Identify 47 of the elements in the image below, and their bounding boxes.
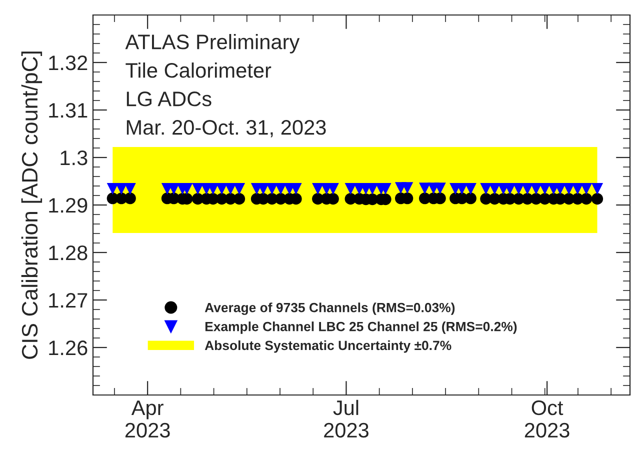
legend-label: Average of 9735 Channels (RMS=0.03%) xyxy=(204,302,455,315)
point xyxy=(480,183,492,195)
point xyxy=(402,182,414,194)
point xyxy=(512,183,524,195)
point xyxy=(488,183,500,195)
legend-label: Absolute Systematic Uncertainty ±0.7% xyxy=(204,340,452,353)
point xyxy=(418,182,431,194)
y-tick-label: 1.29 xyxy=(49,198,88,213)
point xyxy=(344,183,356,195)
point xyxy=(580,183,592,195)
x-tick-label: Oct 2023 xyxy=(524,400,570,438)
y-tick-label: 1.27 xyxy=(49,293,88,308)
point xyxy=(312,183,324,195)
point xyxy=(124,192,136,204)
point xyxy=(233,183,246,195)
legend-label: Example Channel LBC 25 Channel 25 (RMS=0.2%) xyxy=(205,322,517,334)
y-tick-label: 1.28 xyxy=(49,246,88,260)
point xyxy=(572,183,584,195)
y-tick-label: 1.26 xyxy=(49,340,88,356)
y-tick-label: 1.31 xyxy=(49,103,88,118)
point xyxy=(464,183,476,195)
point xyxy=(224,183,236,195)
point xyxy=(116,183,128,195)
point xyxy=(580,193,592,205)
point xyxy=(192,183,204,195)
annotation: ATLAS Preliminary xyxy=(125,34,300,54)
point xyxy=(591,193,604,205)
point xyxy=(274,183,287,195)
point xyxy=(464,192,476,204)
x-tick-label: Apr 2023 xyxy=(125,400,170,438)
annotation: Mar. 20-Oct. 31, 2023 xyxy=(126,120,326,138)
annotation: Tile Calorimeter xyxy=(126,62,272,78)
y-axis-title: CIS Calibration [ADC count/pC] xyxy=(21,52,42,359)
y-tick-label: 1.32 xyxy=(49,56,88,70)
y-tick-label: 1.3 xyxy=(60,150,88,166)
annotation: LG ADCs xyxy=(126,92,212,106)
point xyxy=(106,183,118,195)
point xyxy=(563,183,575,195)
point xyxy=(591,183,604,195)
point xyxy=(539,183,551,195)
point xyxy=(434,182,446,194)
point xyxy=(530,183,542,195)
point xyxy=(266,183,278,195)
x-tick-label: Jul 2023 xyxy=(324,400,368,438)
point xyxy=(522,183,534,195)
point xyxy=(124,183,136,195)
point xyxy=(233,193,246,205)
